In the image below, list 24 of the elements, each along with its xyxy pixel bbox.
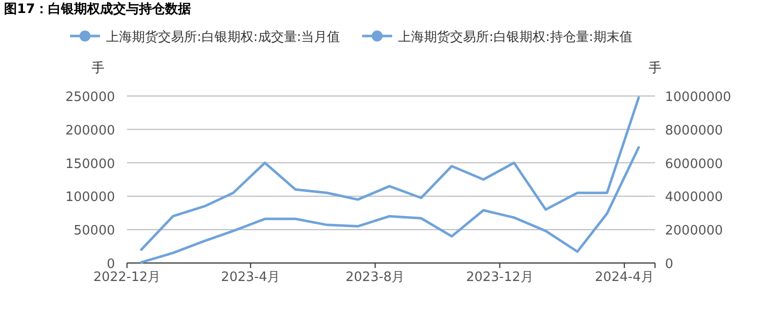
y-tick-label: 50000 xyxy=(74,224,115,239)
y-tick-label: 250000 xyxy=(65,90,115,105)
y-tick-label: 100000 xyxy=(65,190,115,206)
legend-label: 上海期货交易所:白银期权:成交量:当月值 xyxy=(106,29,340,45)
y2-tick-label: 4000000 xyxy=(665,190,723,206)
legend-label: 上海期货交易所:白银期权:持仓量:期末值 xyxy=(398,29,632,45)
y-tick-label: 150000 xyxy=(65,156,115,172)
y2-axis-title: 手 xyxy=(648,61,662,76)
y2-tick-label: 2000000 xyxy=(665,224,723,239)
x-tick-label: 2023-12月 xyxy=(466,270,534,285)
y2-tick-label: 8000000 xyxy=(665,123,723,138)
x-tick-label: 2023-4月 xyxy=(221,270,280,285)
y2-tick-label: 6000000 xyxy=(665,156,723,172)
line-series xyxy=(140,96,640,251)
y-tick-label: 0 xyxy=(106,257,115,272)
x-tick-label: 2022-12月 xyxy=(93,270,161,285)
y2-tick-label: 0 xyxy=(665,257,674,272)
line-series xyxy=(140,146,640,264)
y2-tick-label: 10000000 xyxy=(665,90,732,105)
y-tick-label: 200000 xyxy=(65,123,115,138)
x-tick-label: 2023-8月 xyxy=(346,270,405,285)
chart-title: 图17：白银期权成交与持仓数据 xyxy=(4,1,192,17)
y-axis-title: 手 xyxy=(92,61,104,76)
x-tick-label: 2024-4月 xyxy=(594,270,654,285)
